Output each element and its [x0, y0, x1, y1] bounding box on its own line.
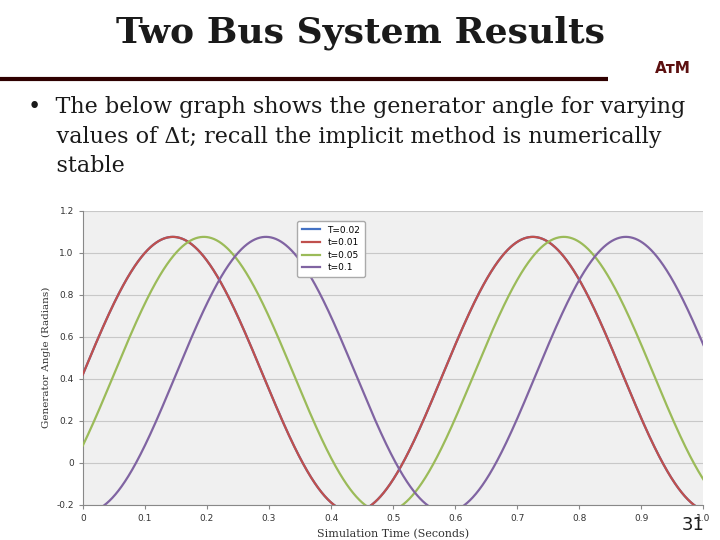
t=0.01	[682, 494, 690, 501]
Line: t=0.01: t=0.01	[83, 237, 703, 512]
t=0.05	[681, 444, 690, 451]
t=0.01	[110, 299, 119, 306]
t=0.1	[78, 509, 87, 515]
t=0.05	[568, 235, 577, 241]
t=0.1	[567, 291, 576, 297]
Line: t=0.1: t=0.1	[83, 237, 703, 512]
T=0.02	[110, 299, 119, 306]
T=0.02	[364, 504, 373, 510]
T=0.02	[168, 234, 177, 240]
T=0.02	[348, 509, 357, 516]
T=0.02	[78, 372, 87, 378]
T=0.02	[568, 265, 577, 271]
t=0.05	[364, 504, 373, 511]
Text: AᴛM: AᴛM	[655, 61, 691, 76]
t=0.01	[699, 507, 708, 514]
T=0.02	[381, 488, 390, 494]
t=0.05	[78, 442, 87, 449]
t=0.05	[682, 445, 690, 451]
Legend: T=0.02, t=0.01, t=0.05, t=0.1: T=0.02, t=0.01, t=0.05, t=0.1	[297, 221, 364, 277]
t=0.01	[568, 265, 577, 271]
Y-axis label: Generator Angle (Radians): Generator Angle (Radians)	[42, 287, 50, 428]
t=0.01	[168, 234, 177, 240]
Text: 31: 31	[682, 516, 705, 534]
t=0.05	[199, 234, 208, 240]
T=0.02	[699, 507, 708, 514]
t=0.05	[379, 509, 388, 516]
t=0.01	[381, 488, 390, 494]
T=0.02	[682, 494, 690, 501]
Text: •  The below graph shows the generator angle for varying
    values of Δt; recal: • The below graph shows the generator an…	[28, 96, 685, 177]
t=0.1	[364, 401, 373, 408]
t=0.05	[110, 370, 119, 376]
Line: t=0.05: t=0.05	[83, 237, 703, 512]
X-axis label: Simulation Time (Seconds): Simulation Time (Seconds)	[317, 529, 469, 539]
t=0.1	[81, 509, 90, 516]
t=0.1	[621, 234, 630, 240]
t=0.01	[348, 509, 357, 516]
t=0.1	[681, 302, 690, 309]
t=0.01	[681, 494, 690, 501]
t=0.1	[682, 303, 690, 309]
t=0.05	[699, 476, 708, 483]
T=0.02	[681, 494, 690, 501]
Text: Two Bus System Results: Two Bus System Results	[115, 16, 605, 50]
t=0.1	[110, 492, 119, 498]
t=0.1	[381, 438, 390, 444]
t=0.1	[699, 342, 708, 348]
t=0.01	[78, 372, 87, 378]
t=0.01	[364, 504, 373, 510]
t=0.05	[381, 509, 390, 516]
Line: T=0.02: T=0.02	[83, 237, 703, 512]
